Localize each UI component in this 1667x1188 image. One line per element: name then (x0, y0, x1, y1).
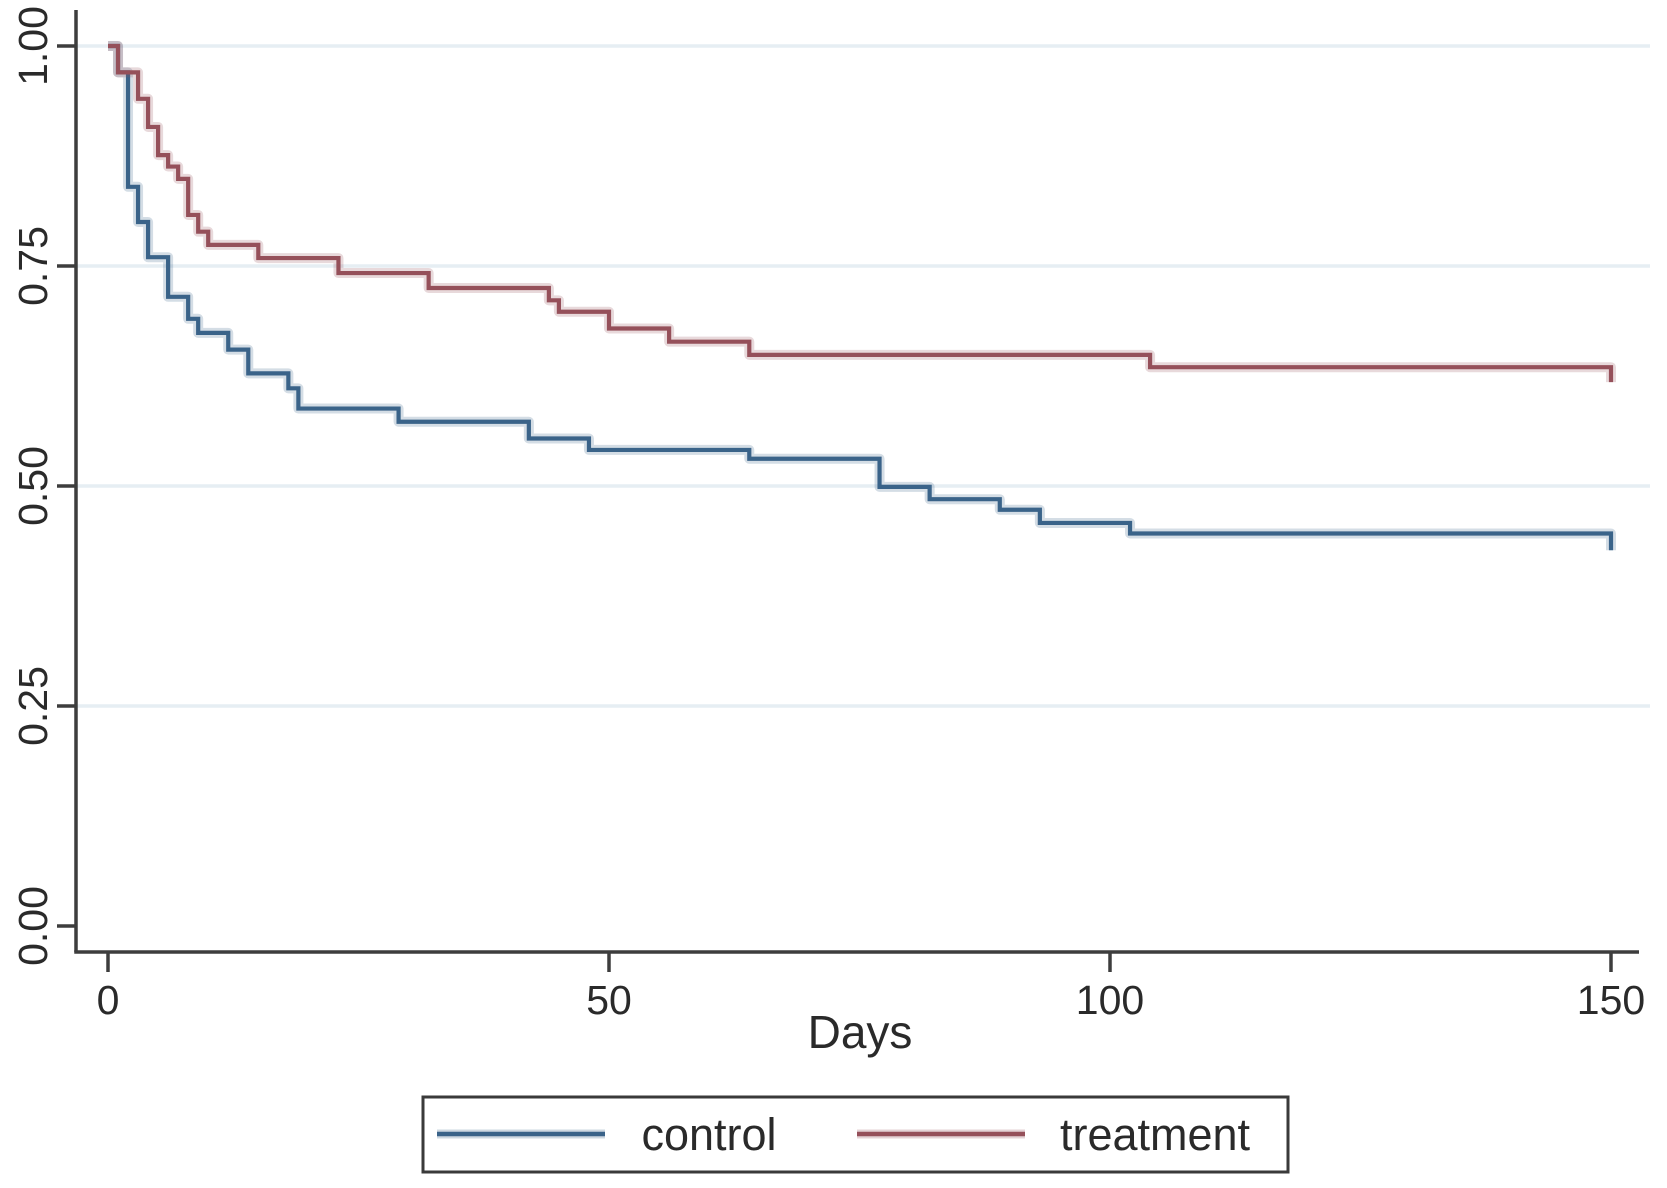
y-tick-label-0.50: 0.50 (10, 446, 56, 526)
legend: control treatment (421, 1095, 1290, 1174)
legend-treatment-label: treatment (1060, 1109, 1251, 1160)
y-tick-label-0.75: 0.75 (10, 226, 56, 306)
survival-curves (108, 41, 1616, 551)
x-tick-label-100: 100 (1076, 977, 1144, 1023)
treatment-curve-halo (108, 41, 1616, 383)
x-tick-label-50: 50 (586, 977, 632, 1023)
y-tick-label-0.25: 0.25 (10, 666, 56, 746)
x-tick-label-150: 150 (1577, 977, 1645, 1023)
x-tick-labels: 0 50 100 150 (97, 977, 1646, 1023)
legend-control-label: control (641, 1109, 776, 1160)
control-curve (108, 43, 1614, 551)
y-tick-labels: 1.00 0.75 0.50 0.25 0.00 (10, 6, 56, 966)
control-curve-halo (108, 41, 1616, 551)
treatment-curve (108, 43, 1614, 383)
gridlines (76, 44, 1650, 708)
y-tick-label-0.00: 0.00 (10, 886, 56, 966)
x-tick-label-0: 0 (97, 977, 120, 1023)
axes (57, 10, 1639, 972)
y-tick-label-1.00: 1.00 (10, 6, 56, 86)
x-axis-title: Days (808, 1006, 913, 1058)
